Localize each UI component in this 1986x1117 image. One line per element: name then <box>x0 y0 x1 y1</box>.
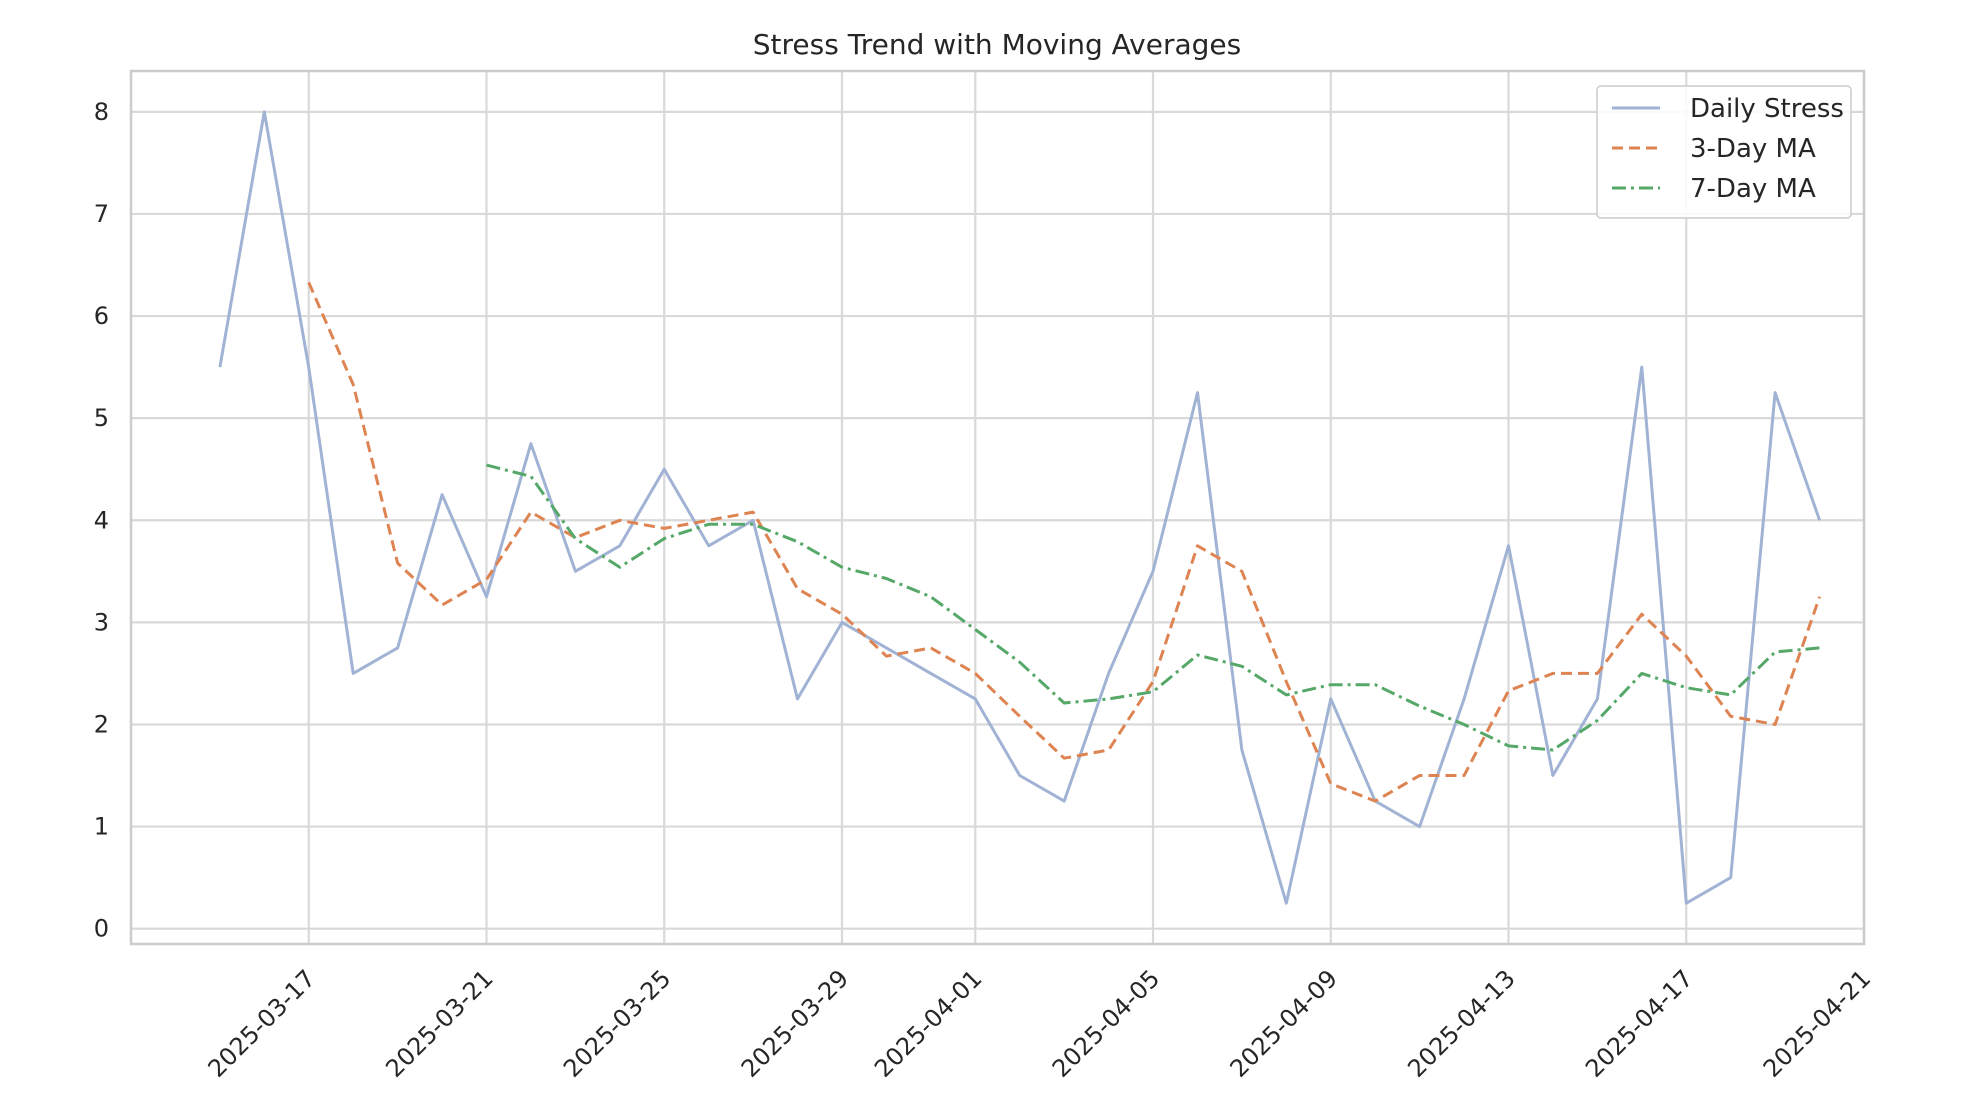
x-tick-label: 2025-04-05 <box>1047 964 1165 1082</box>
x-tick-label: 2025-04-17 <box>1580 964 1698 1082</box>
y-tick-label: 4 <box>94 506 109 534</box>
plot-frame <box>129 69 1866 946</box>
y-tick-label: 8 <box>94 98 109 126</box>
legend-label: Daily Stress <box>1690 94 1844 124</box>
legend-box <box>1596 85 1852 219</box>
legend-label: 7-Day MA <box>1690 174 1816 204</box>
series-line-3-day-ma <box>307 281 1822 803</box>
y-tick-label: 0 <box>94 915 109 943</box>
x-tick-label: 2025-04-21 <box>1758 964 1876 1082</box>
y-tick-label: 6 <box>94 302 109 330</box>
x-tick-label: 2025-03-29 <box>736 964 854 1082</box>
legend: Daily Stress 3-Day MA 7-Day MA <box>1596 85 1852 219</box>
axis-ticks: 0 1 2 3 4 5 6 7 8 2025-03-17 2025-03-21 2025-03-25 2… <box>94 98 1877 1083</box>
x-tick-label: 2025-04-13 <box>1402 964 1520 1082</box>
y-tick-label: 3 <box>94 608 109 636</box>
series-lines <box>218 110 1822 905</box>
y-tick-label: 1 <box>94 813 109 841</box>
y-tick-label: 7 <box>94 200 109 228</box>
chart-title: Stress Trend with Moving Averages <box>753 28 1241 61</box>
x-tick-label: 2025-03-25 <box>558 964 676 1082</box>
x-tick-label: 2025-03-21 <box>380 964 498 1082</box>
grid <box>131 71 1866 944</box>
legend-label: 3-Day MA <box>1690 134 1816 164</box>
x-tick-label: 2025-04-09 <box>1225 964 1343 1082</box>
x-tick-label: 2025-04-01 <box>869 964 987 1082</box>
series-line-7-day-ma <box>486 463 1820 752</box>
series-line-daily-stress <box>218 110 1822 905</box>
y-tick-label: 5 <box>94 404 109 432</box>
y-tick-label: 2 <box>94 710 109 738</box>
x-tick-label: 2025-03-17 <box>203 964 321 1082</box>
